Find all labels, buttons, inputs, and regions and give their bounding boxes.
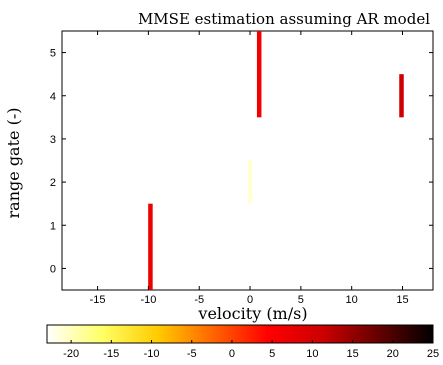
colorbar-tick-label: -10 [144, 348, 160, 360]
heatmap-cell-3 [256, 31, 262, 118]
colorbar-tick-label: 0 [229, 348, 235, 360]
colorbar-tick-label: 25 [427, 348, 439, 360]
colorbar-tick-label: -15 [103, 348, 119, 360]
heatmap-cell-1 [148, 203, 153, 290]
colorbar-ticks: -20 -15 -10 -5 0 5 10 15 20 25 [63, 340, 439, 360]
y-tick-label: 2 [50, 177, 56, 189]
y-axis-ticks: 0 1 2 3 4 5 [50, 48, 433, 275]
x-tick-label: 0 [247, 294, 253, 306]
colorbar-tick-label: 20 [387, 348, 399, 360]
x-tick-label: 10 [346, 294, 358, 306]
y-tick-label: 3 [50, 134, 56, 146]
x-tick-label: -15 [90, 294, 106, 306]
x-tick-label: -5 [194, 294, 204, 306]
colorbar [46, 324, 434, 344]
y-tick-label: 0 [50, 263, 56, 275]
colorbar-tick-label: 5 [269, 348, 275, 360]
colorbar-tick-label: 15 [346, 348, 358, 360]
heatmap-cell-4 [399, 74, 404, 118]
x-tick-label: 5 [298, 294, 304, 306]
heatmap-cell-2 [247, 160, 253, 204]
chart-title: MMSE estimation assuming AR model [138, 10, 430, 28]
y-axis-label: range gate (-) [4, 108, 23, 219]
x-tick-label: 15 [396, 294, 408, 306]
y-tick-label: 4 [50, 91, 56, 103]
heatmap-cells [148, 31, 404, 290]
colorbar-tick-label: -5 [187, 348, 197, 360]
plot-area [61, 30, 434, 291]
colorbar-tick-label: 10 [306, 348, 318, 360]
x-axis-label: velocity (m/s) [197, 304, 307, 323]
colorbar-tick-label: -20 [63, 348, 79, 360]
y-tick-label: 5 [50, 48, 56, 60]
x-axis-ticks: -15 -10 -5 0 5 10 15 [90, 31, 409, 306]
y-tick-label: 1 [50, 220, 56, 232]
x-tick-label: -10 [140, 294, 156, 306]
